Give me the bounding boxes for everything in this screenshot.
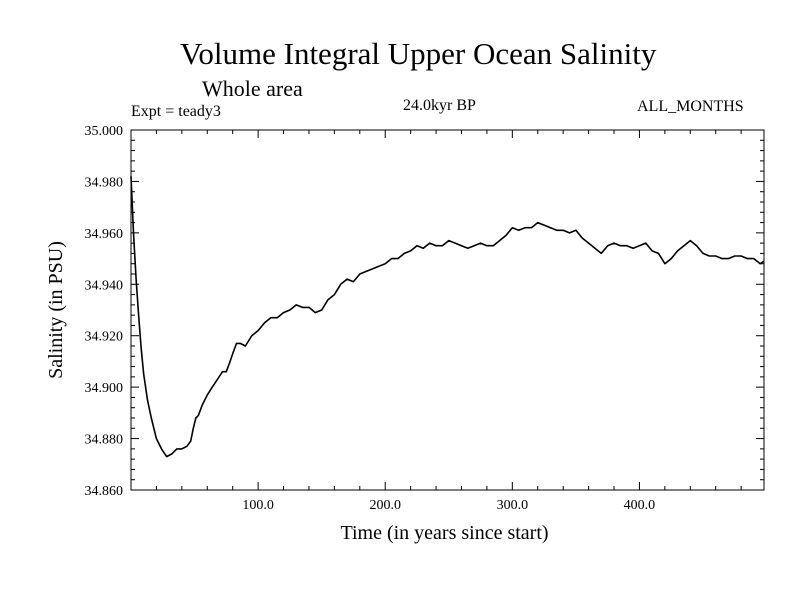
period-label: 24.0kyr BP (403, 97, 476, 114)
x-tick-label: 100.0 (242, 498, 274, 513)
y-axis-label: Salinity (in PSU) (45, 241, 67, 379)
chart-title: Volume Integral Upper Ocean Salinity (180, 36, 657, 71)
y-tick-label: 34.960 (85, 227, 124, 242)
experiment-label: Expt = teady3 (131, 103, 221, 120)
x-tick-label: 200.0 (369, 498, 401, 513)
x-tick-label: 400.0 (624, 498, 656, 513)
y-tick-label: 34.880 (85, 433, 124, 448)
y-tick-label: 34.900 (85, 381, 124, 396)
y-tick-label: 35.000 (85, 124, 124, 139)
months-label: ALL_MONTHS (637, 98, 744, 115)
y-tick-label: 34.860 (85, 484, 124, 499)
x-tick-label: 300.0 (497, 498, 529, 513)
y-tick-label: 34.980 (85, 175, 124, 190)
chart-subtitle: Whole area (202, 76, 303, 101)
x-axis-label: Time (in years since start) (340, 522, 548, 544)
plot-frame (130, 129, 765, 491)
salinity-series-line (130, 176, 765, 458)
y-tick-label: 34.940 (85, 278, 124, 293)
y-tick-label: 34.920 (85, 330, 124, 345)
